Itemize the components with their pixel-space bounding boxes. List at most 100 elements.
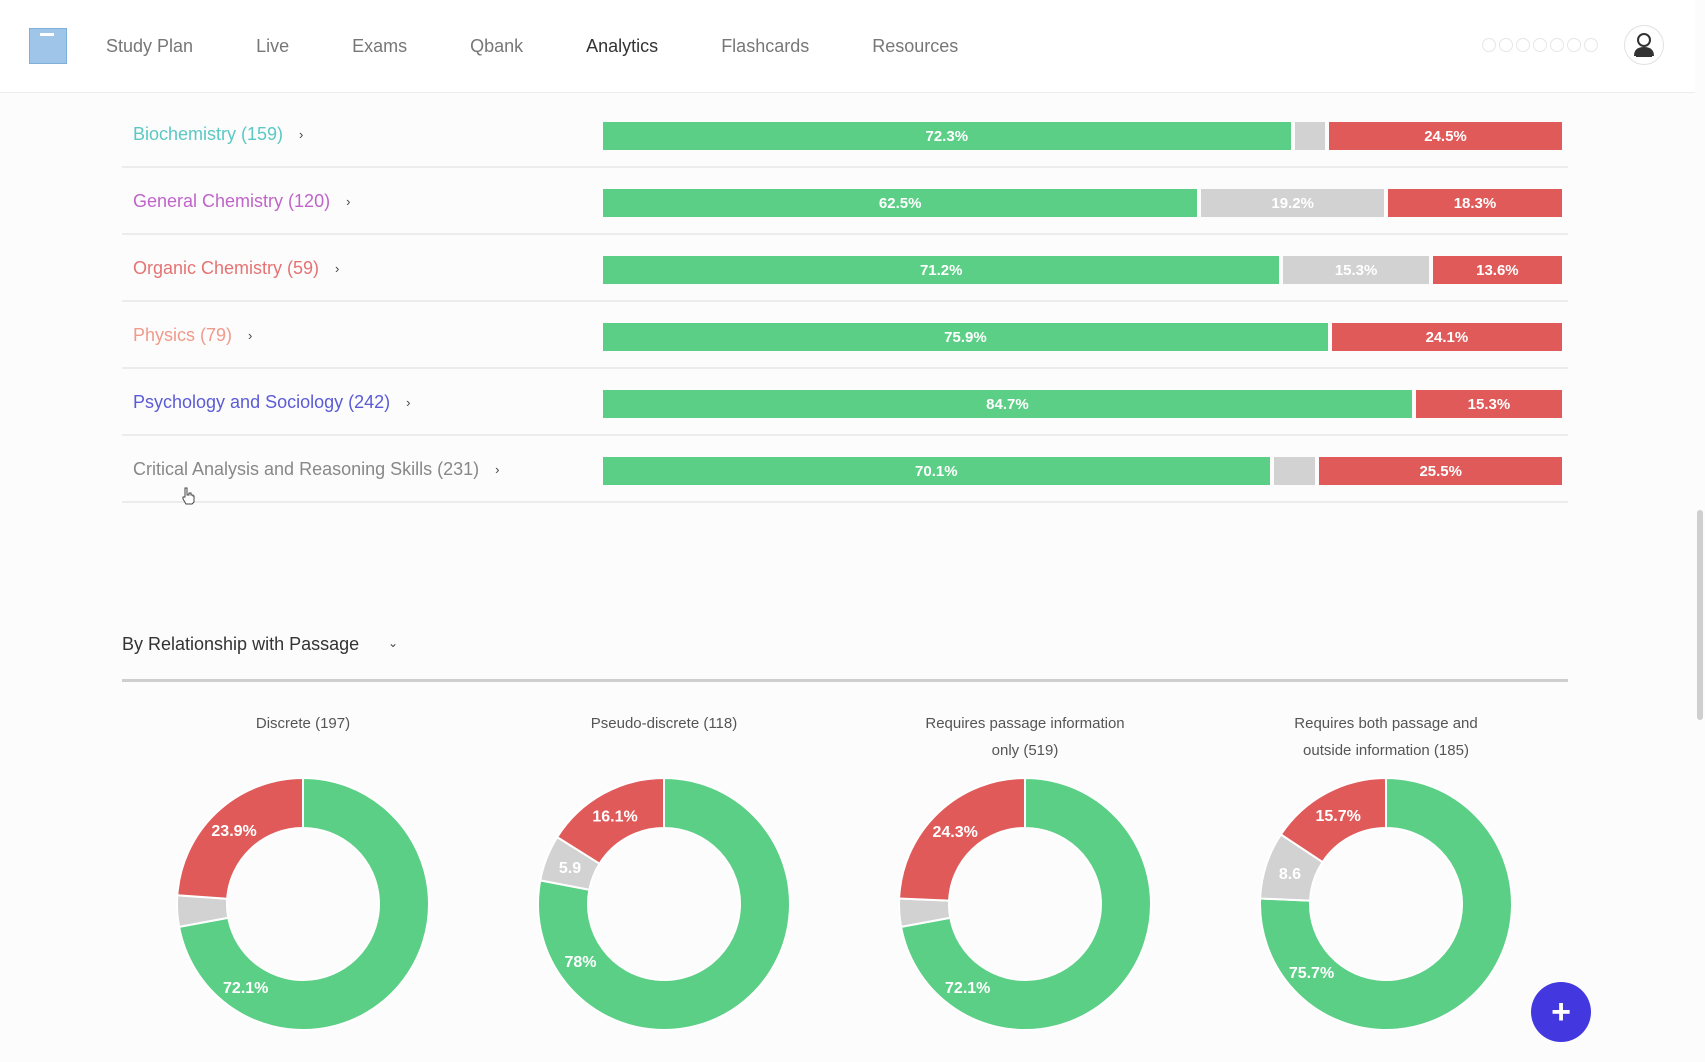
donut-label-incorrect: 16.1% [592,809,637,826]
bar-segment-incorrect: 25.5% [1319,457,1562,485]
subject-row: Critical Analysis and Reasoning Skills (… [122,437,1568,503]
donut-label-incorrect: 15.7% [1315,808,1360,825]
bar-segment-correct: 71.2% [603,256,1280,284]
performance-bar: 62.5% 19.2% 18.3% [603,189,1562,217]
donut-slice-incorrect [1279,776,1387,864]
bar-segment-incorrect: 13.6% [1432,256,1562,284]
nav-live[interactable]: Live [256,35,290,56]
subject-link[interactable]: Organic Chemistry (59) › [133,236,339,300]
bar-segment-omitted: 15.3% [1283,256,1429,284]
chevron-right-icon[interactable]: › [406,394,411,410]
donut-title: Pseudo-discrete (118) [514,710,814,737]
subject-row: General Chemistry (120) › 62.5% 19.2% 18.3% [122,169,1568,235]
top-nav: Study Plan Live Exams Qbank Analytics Fl… [0,0,1695,93]
scrollbar[interactable] [1697,510,1703,720]
donut-title-line: Requires passage information [925,715,1125,732]
nav-qbank[interactable]: Qbank [470,35,524,56]
bar-segment-correct: 84.7% [603,390,1412,418]
chevron-right-icon[interactable]: › [346,193,351,209]
nav-exams[interactable]: Exams [352,35,408,56]
nav-analytics[interactable]: Analytics [586,35,659,56]
subject-label: Psychology and Sociology (242) [133,391,391,412]
donut-label-incorrect: 24.3% [932,824,977,841]
donut-label-omitted: 5.9 [559,860,581,877]
chevron-down-icon[interactable]: ⌄ [388,636,399,650]
chevron-right-icon[interactable]: › [495,461,500,477]
donut-label-correct: 72.1% [223,980,268,997]
subject-row: Physics (79) › 75.9% 24.1% [122,303,1568,369]
performance-bar: 84.7% 15.3% [603,390,1562,418]
donut-chart: 75.7% 8.6 15.7% [1259,776,1513,1031]
donut-title-line: Requires both passage and [1294,715,1478,732]
bar-segment-omitted [1294,122,1325,150]
donut-chart: 72.1% 23.9% [176,776,430,1031]
donut-title-line: outside information (185) [1303,742,1469,759]
donut-title-line: Pseudo-discrete (118) [590,715,738,732]
donut-title: Requires passage information only (519) [875,710,1175,764]
logo[interactable] [29,28,67,64]
dot [1533,38,1547,52]
nav-flashcards[interactable]: Flashcards [721,35,810,56]
bar-segment-incorrect: 24.1% [1331,323,1562,351]
donut-title-line: Discrete (197) [255,715,351,732]
bar-segment-correct: 70.1% [603,457,1270,485]
donut-slice-correct [537,776,791,1031]
section-divider [122,679,1568,682]
donut-label-incorrect: 23.9% [211,823,256,840]
subject-label: Physics (79) [133,324,233,345]
chevron-right-icon[interactable]: › [299,126,304,142]
dot [1550,38,1564,52]
donut-title-line: only (519) [991,742,1059,759]
performance-bar: 72.3% 24.5% [603,122,1562,150]
subject-link[interactable]: Psychology and Sociology (242) › [133,370,411,434]
subject-row: Biochemistry (159) › 72.3% 24.5% [122,102,1568,168]
subject-link[interactable]: General Chemistry (120) › [133,169,350,233]
donut-slice-correct [899,776,1152,1031]
donut-label-correct: 75.7% [1289,965,1334,982]
donut-slice-correct [177,776,430,1031]
chevron-right-icon[interactable]: › [248,327,253,343]
donut-slice-correct [1259,776,1513,1031]
bar-segment-incorrect: 24.5% [1329,122,1562,150]
subject-link[interactable]: Biochemistry (159) › [133,102,303,166]
donut-label-correct: 78% [564,954,596,971]
subject-label: Organic Chemistry (59) [133,257,320,278]
user-icon [1634,33,1654,57]
donut-label-correct: 72.1% [945,980,990,997]
performance-bar: 70.1% 25.5% [603,457,1562,485]
nav-study-plan[interactable]: Study Plan [106,35,194,56]
bar-segment-omitted: 19.2% [1201,189,1384,217]
dot [1567,38,1581,52]
hand-cursor-icon [182,487,195,505]
donut-slice-incorrect [555,776,665,866]
bar-segment-correct: 72.3% [603,122,1291,150]
section-title[interactable]: By Relationship with Passage [122,634,360,654]
donut-title: Discrete (197) [153,710,453,737]
dot [1499,38,1513,52]
bar-segment-incorrect: 18.3% [1387,189,1562,217]
donut-slice-incorrect [898,776,1026,902]
donut-chart: 78% 5.9 16.1% [537,776,791,1031]
dot [1584,38,1598,52]
bar-segment-omitted [1273,457,1316,485]
progress-dots [1482,38,1598,52]
add-button[interactable]: + [1531,982,1591,1042]
subject-label: General Chemistry (120) [133,190,331,211]
subject-label: Biochemistry (159) [133,123,284,144]
subject-link[interactable]: Physics (79) › [133,303,252,367]
donut-slice-incorrect [176,776,304,900]
donut-label-omitted: 8.6 [1279,866,1301,883]
nav-links: Study Plan Live Exams Qbank Analytics Fl… [106,0,958,92]
user-avatar[interactable] [1624,25,1664,65]
bar-segment-correct: 75.9% [603,323,1328,351]
dot [1516,38,1530,52]
subject-row: Organic Chemistry (59) › 71.2% 15.3% 13.6% [122,236,1568,302]
bar-segment-incorrect: 15.3% [1415,390,1562,418]
dot [1482,38,1496,52]
bar-segment-correct: 62.5% [603,189,1198,217]
nav-resources[interactable]: Resources [872,35,959,56]
subject-label: Critical Analysis and Reasoning Skills (… [133,458,480,479]
subject-link[interactable]: Critical Analysis and Reasoning Skills (… [133,437,500,501]
chevron-right-icon[interactable]: › [335,260,340,276]
performance-bar: 71.2% 15.3% 13.6% [603,256,1562,284]
